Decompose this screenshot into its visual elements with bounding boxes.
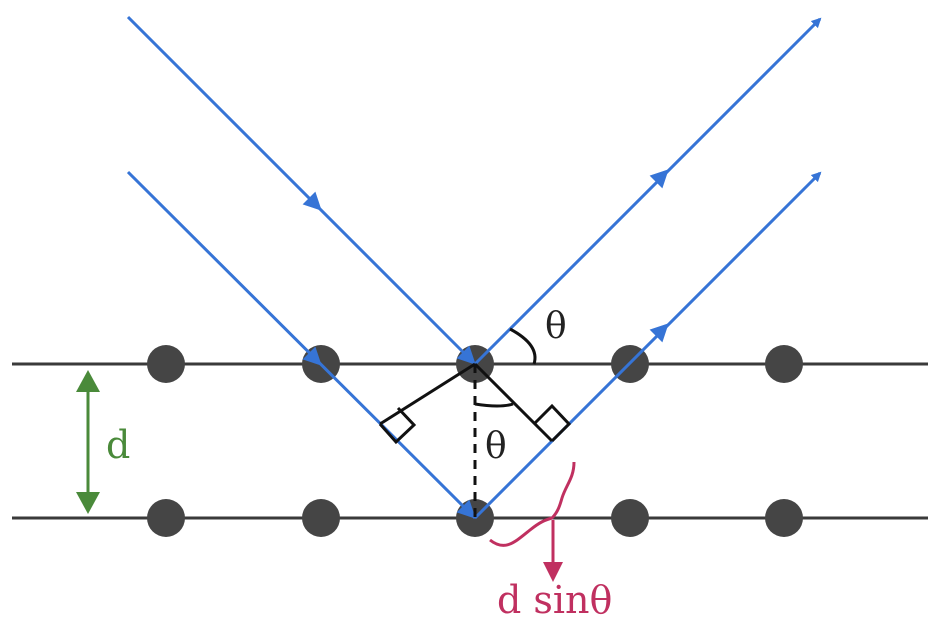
perpendicular-right — [473, 362, 554, 443]
reflected-ray-bottom — [473, 171, 822, 520]
path-difference-label: d sinθ — [497, 578, 612, 619]
atom — [765, 499, 803, 537]
perpendicular-left — [379, 362, 476, 426]
ray-direction-arrows — [302, 169, 669, 519]
incident-ray-bottom — [126, 170, 477, 520]
spacing-arrow — [76, 370, 100, 514]
incident-ray-top — [126, 15, 477, 366]
theta-arc-outer — [509, 327, 537, 365]
atom — [147, 345, 185, 383]
path-difference-brace — [489, 461, 576, 547]
right-angle-marker-left — [378, 406, 417, 445]
atom — [302, 499, 340, 537]
right-angle-marker-right — [533, 403, 572, 443]
reflected-ray-top — [473, 17, 822, 366]
path-difference-arrow — [543, 520, 563, 582]
theta-arc-inner — [474, 402, 514, 408]
theta-label-inner: θ — [485, 426, 507, 467]
atom — [147, 499, 185, 537]
spacing-label: d — [106, 423, 130, 467]
atom — [611, 499, 649, 537]
theta-label-outer: θ — [545, 306, 567, 347]
atom — [765, 345, 803, 383]
